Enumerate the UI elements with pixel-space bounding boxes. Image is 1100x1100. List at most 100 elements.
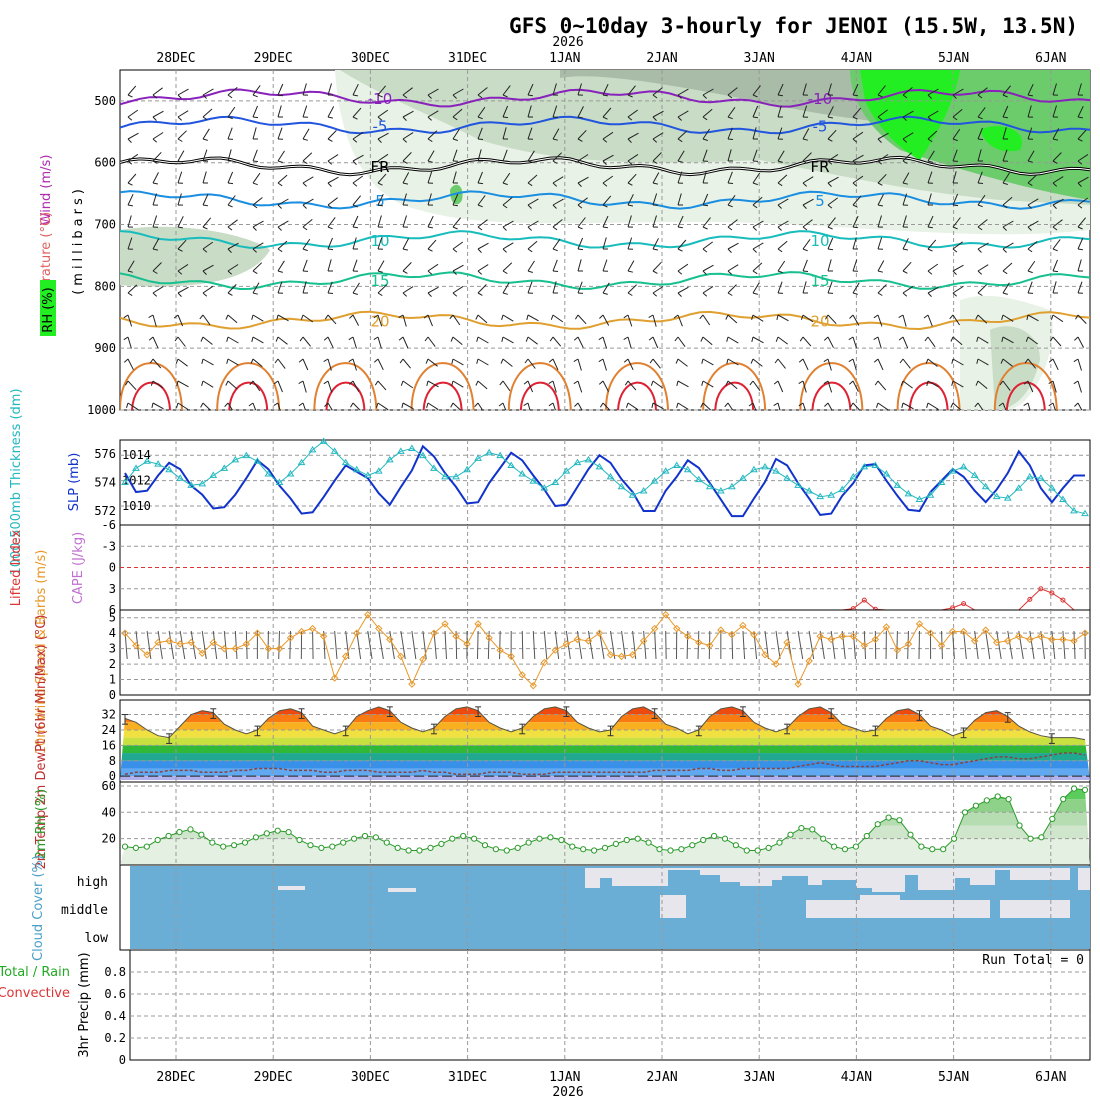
rh2m-point [481, 842, 489, 849]
wind-barb [1027, 314, 1039, 322]
wind-barb-feather [1001, 336, 1004, 343]
thickness-point [650, 477, 659, 484]
wind-barb [227, 195, 236, 206]
wind10m-barb [1051, 630, 1056, 660]
wind-barb [802, 402, 806, 410]
rh2m-point [1038, 834, 1045, 841]
wind-barb [677, 358, 688, 367]
y-tick-label: 700 [94, 218, 116, 232]
wind-barb [1077, 336, 1085, 348]
wind-barb [177, 336, 186, 347]
wind10m-barb [587, 630, 594, 660]
wind-barb-feather [424, 336, 429, 342]
thickness-point [838, 485, 847, 493]
wind-barb [552, 259, 558, 272]
thickness-point [882, 470, 891, 477]
rh2m-point [285, 829, 292, 836]
wind-barb-feather [1002, 248, 1007, 253]
cloud-gap [278, 886, 305, 890]
wind-barb-feather [177, 138, 183, 142]
wind-barb [477, 336, 489, 344]
wind-barb [977, 107, 986, 118]
temperature-band [120, 729, 1090, 738]
wind-barb-feather [702, 270, 707, 275]
wind-barb-feather [824, 314, 829, 320]
wind-barb [177, 130, 187, 140]
wind-barb-feather [852, 138, 858, 143]
wind-barb-feather [902, 292, 908, 297]
wind-barb-feather [752, 292, 758, 295]
wind-barb [1052, 259, 1058, 272]
wind-barb-feather [1023, 380, 1029, 385]
wind-barb-feather [977, 270, 983, 275]
wind-barb-feather [152, 182, 158, 185]
wind-barb-feather [927, 292, 932, 297]
thickness-point [143, 457, 151, 464]
wind-barb-feather [200, 336, 204, 342]
wind-barb [802, 176, 814, 184]
precip-tick-label: 0 [119, 1053, 126, 1067]
wind10m-barb [378, 630, 384, 660]
wind-barb-feather [177, 270, 183, 275]
wind-barb [502, 314, 514, 322]
wind-barb [702, 128, 711, 140]
wind-barb-feather [727, 182, 734, 184]
wind-barb-feather [377, 160, 383, 165]
wind-barb-feather [1027, 94, 1033, 97]
wind-barb [852, 107, 862, 118]
wind-barb-feather [927, 248, 933, 252]
wind-barb-feather [624, 380, 629, 386]
wind10m-point [319, 632, 328, 640]
wind-barb-feather [923, 314, 929, 319]
isotherm-line [120, 115, 1090, 135]
wind-barb-feather [527, 204, 532, 209]
wind-barb-feather [249, 380, 254, 386]
wind-barb [427, 358, 438, 367]
wind-barb-feather [877, 292, 883, 296]
wind-barb [877, 336, 882, 349]
wind-barb [227, 149, 232, 162]
cloud-level-high: high [77, 875, 108, 890]
date-label-bottom: 3JAN [744, 1070, 775, 1085]
wind10m-point [1026, 635, 1034, 644]
wind-barb [452, 217, 461, 228]
wind-barb-feather [402, 116, 407, 121]
wind-barb-feather [952, 138, 958, 142]
wind-barb-feather [252, 248, 257, 253]
wind-barb-feather [677, 248, 683, 252]
wind-barb-feather [652, 182, 659, 185]
wind-barb [652, 336, 659, 349]
cloud-gap [860, 895, 900, 918]
wind-barb [727, 107, 736, 118]
thickness-point [165, 465, 174, 473]
wind-barb-feather [224, 402, 229, 408]
wind-barb-feather [202, 204, 208, 207]
wind-barb [152, 132, 164, 140]
wind-barb [252, 262, 263, 272]
wind-barb [427, 380, 439, 388]
wind-barb [627, 194, 634, 206]
wind-barb [652, 87, 663, 96]
thickness-point [452, 472, 460, 480]
wind-barb [1002, 314, 1014, 322]
wind-barb-feather [527, 94, 533, 97]
y-tick-label: 600 [94, 156, 116, 170]
temp-tick-label: 24 [102, 723, 116, 737]
wind-barb [127, 153, 139, 162]
wind-barb-feather [252, 116, 259, 119]
wind-barb-feather [252, 160, 259, 162]
wind-barb [1027, 220, 1039, 228]
wind10m-barb [334, 630, 338, 660]
wind-barb-feather [652, 270, 658, 274]
thickness-point [297, 458, 306, 466]
wind10m-point [584, 637, 593, 645]
thickness-tick-label: 572 [94, 504, 116, 518]
wind-barb [902, 261, 912, 272]
wind-barb-feather [302, 160, 308, 165]
wind-barb-feather [502, 182, 508, 186]
wind10m-point [606, 651, 615, 659]
wind-barb [977, 336, 989, 344]
wind-barb-feather [324, 402, 329, 407]
rh2m-point [1049, 815, 1056, 823]
wind-barb-feather [299, 336, 304, 342]
